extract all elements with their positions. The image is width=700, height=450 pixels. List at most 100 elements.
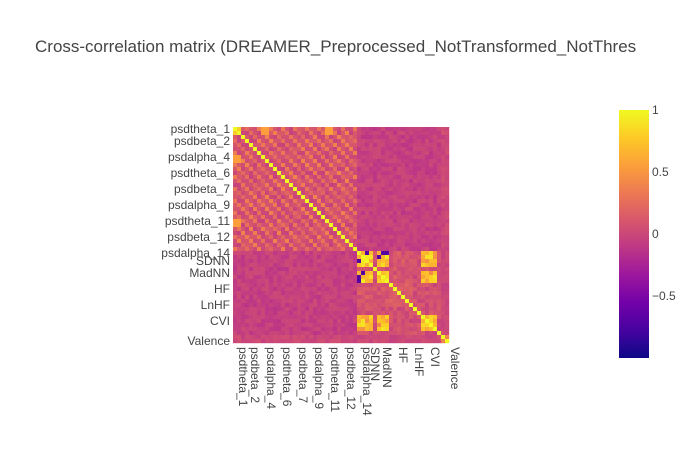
heatmap-cell [321, 147, 326, 152]
heatmap-cell [277, 207, 282, 212]
heatmap-cell [349, 191, 354, 196]
heatmap-cell [301, 143, 306, 148]
heatmap-cell [437, 127, 442, 132]
heatmap-cell [333, 223, 338, 228]
heatmap-cell [437, 223, 442, 228]
heatmap-cell [389, 267, 394, 272]
heatmap-cell [393, 235, 398, 240]
heatmap-cell [297, 283, 302, 288]
heatmap-cell [361, 315, 366, 320]
heatmap-cell [341, 307, 346, 312]
heatmap-cell [425, 267, 430, 272]
heatmap-cell [241, 227, 246, 232]
heatmap-cell [245, 159, 250, 164]
heatmap-cell [445, 279, 450, 284]
heatmap-cell [417, 283, 422, 288]
heatmap-cell [341, 323, 346, 328]
heatmap-cell [317, 303, 322, 308]
heatmap-cell [321, 299, 326, 304]
heatmap-cell [417, 327, 422, 332]
heatmap-cell [345, 207, 350, 212]
heatmap-cell [321, 199, 326, 204]
heatmap-cell [409, 227, 414, 232]
heatmap-cell [417, 267, 422, 272]
heatmap-cell [309, 211, 314, 216]
heatmap-cell [237, 311, 242, 316]
heatmap-cell [425, 235, 430, 240]
heatmap-cell [293, 127, 298, 132]
heatmap-cell [269, 215, 274, 220]
heatmap-cell [413, 203, 418, 208]
heatmap-cell [273, 339, 278, 344]
heatmap-cell [405, 151, 410, 156]
heatmap-cell [265, 231, 270, 236]
heatmap-cell [341, 259, 346, 264]
heatmap-cell [293, 235, 298, 240]
y-axis-ticks: psdtheta_1psdbeta_2psdalpha_4psdtheta_6p… [161, 122, 230, 348]
heatmap-cell [261, 131, 266, 136]
heatmap-cell [233, 159, 238, 164]
heatmap-cell [329, 323, 334, 328]
colorbar-tick-label: −0.5 [652, 289, 676, 303]
heatmap-cell [257, 247, 262, 252]
heatmap-cell [357, 335, 362, 340]
heatmap-cell [253, 227, 258, 232]
heatmap-cell [341, 207, 346, 212]
heatmap-cell [301, 219, 306, 224]
heatmap-cell [301, 151, 306, 156]
heatmap-cell [405, 131, 410, 136]
heatmap-cell [269, 195, 274, 200]
heatmap-cell [281, 267, 286, 272]
heatmap-cell [337, 271, 342, 276]
heatmap-cell [405, 179, 410, 184]
heatmap-cell [233, 143, 238, 148]
heatmap-cell [369, 255, 374, 260]
heatmap-cell [413, 199, 418, 204]
heatmap-cell [429, 271, 434, 276]
heatmap-cell [433, 211, 438, 216]
heatmap-cell [381, 211, 386, 216]
heatmap-cell [365, 319, 370, 324]
heatmap-cell [389, 215, 394, 220]
heatmap-cell [373, 139, 378, 144]
heatmap-cell [309, 143, 314, 148]
heatmap-cell [433, 239, 438, 244]
heatmap-cell [297, 167, 302, 172]
heatmap-cell [405, 259, 410, 264]
heatmap-cell [397, 223, 402, 228]
heatmap-cell [393, 151, 398, 156]
heatmap-cell [393, 203, 398, 208]
heatmap-cell [265, 227, 270, 232]
heatmap-cell [257, 311, 262, 316]
heatmap-cell [269, 151, 274, 156]
heatmap-cell [281, 171, 286, 176]
heatmap-cell [421, 323, 426, 328]
heatmap-cell [397, 259, 402, 264]
heatmap-cell [409, 303, 414, 308]
heatmap-cell [393, 243, 398, 248]
heatmap-cell [289, 211, 294, 216]
heatmap-cell [345, 191, 350, 196]
heatmap-cell [257, 231, 262, 236]
heatmap-cell [301, 227, 306, 232]
heatmap-cell [329, 303, 334, 308]
heatmap-cell [253, 323, 258, 328]
heatmap-cell [401, 319, 406, 324]
heatmap-cell [345, 223, 350, 228]
heatmap-cell [425, 295, 430, 300]
heatmap-cell [381, 235, 386, 240]
heatmap-cell [257, 307, 262, 312]
heatmap-cell [441, 323, 446, 328]
heatmap-cell [425, 187, 430, 192]
heatmap-cell [249, 307, 254, 312]
heatmap-cell [337, 155, 342, 160]
heatmap-cell [305, 215, 310, 220]
heatmap-cell [233, 171, 238, 176]
heatmap-cell [289, 255, 294, 260]
heatmap-cell [261, 315, 266, 320]
heatmap-cell [305, 315, 310, 320]
heatmap-cell [265, 155, 270, 160]
heatmap-cell [401, 279, 406, 284]
heatmap-cell [341, 255, 346, 260]
heatmap-cell [313, 243, 318, 248]
